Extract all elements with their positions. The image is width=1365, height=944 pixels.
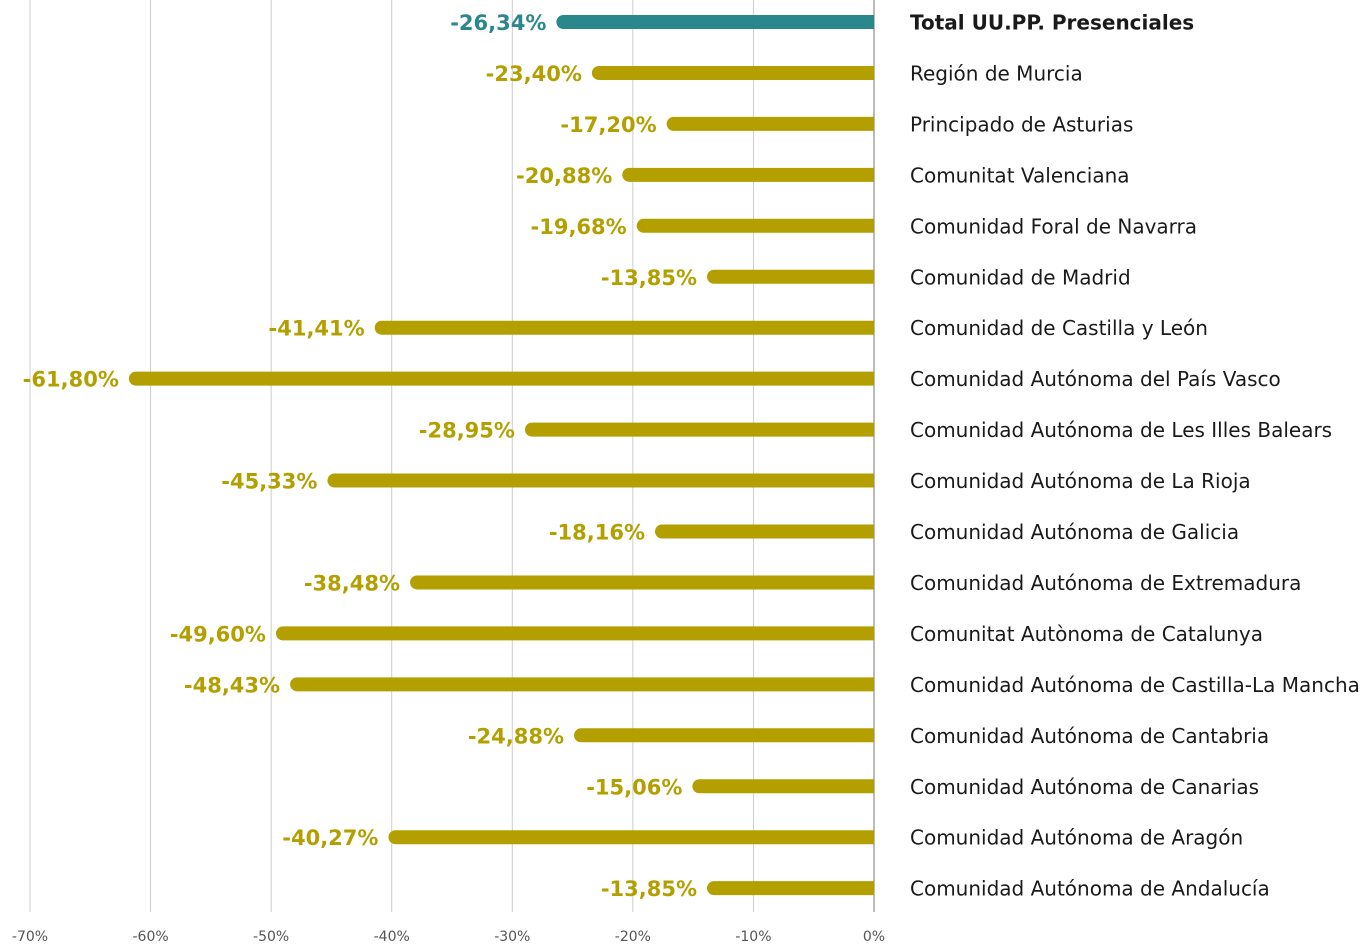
category-label: Comunitat Valenciana (910, 163, 1130, 187)
category-label: Comunidad Foral de Navarra (910, 214, 1197, 238)
category-label: Comunidad Autónoma de La Rioja (910, 469, 1251, 493)
category-label: Principado de Asturias (910, 112, 1133, 136)
value-label: -24,88% (468, 724, 564, 748)
bar (275, 626, 875, 641)
bar (327, 473, 874, 488)
x-tick-label: -50% (253, 929, 289, 944)
value-label: -41,41% (269, 317, 365, 341)
bar (374, 320, 874, 335)
value-label: -19,68% (531, 215, 627, 239)
bar (622, 167, 874, 182)
x-tick-label: -30% (494, 929, 530, 944)
x-tick-label: 0% (863, 929, 885, 944)
bar (666, 116, 874, 131)
category-label: Comunidad Autónoma del País Vasco (910, 367, 1281, 391)
category-label: Comunidad Autónoma de Cantabria (910, 724, 1269, 748)
value-label: -13,85% (601, 266, 697, 290)
value-label: -45,33% (221, 470, 317, 494)
bar (290, 677, 874, 692)
category-label: Comunidad Autónoma de Andalucía (910, 877, 1270, 901)
category-label: Comunitat Autònoma de Catalunya (910, 622, 1263, 646)
bar (556, 15, 874, 30)
value-label: -23,40% (486, 62, 582, 86)
bar (707, 881, 874, 896)
value-label: -18,16% (549, 521, 645, 545)
category-label: Región de Murcia (910, 61, 1083, 85)
value-label: -38,48% (304, 571, 400, 595)
category-label: Comunidad Autónoma de Castilla-La Mancha (910, 673, 1360, 697)
bar (636, 218, 874, 233)
value-label: -26,34% (450, 11, 546, 35)
bar (524, 422, 874, 437)
category-label: Comunidad Autónoma de Les Illes Balears (910, 418, 1332, 442)
value-label: -61,80% (23, 368, 119, 392)
bar (388, 830, 874, 845)
category-label: Comunidad Autónoma de Galicia (910, 520, 1239, 544)
value-label: -13,85% (601, 877, 697, 901)
value-label: -20,88% (516, 164, 612, 188)
bar (707, 269, 874, 284)
bar (410, 575, 874, 590)
x-tick-label: -20% (615, 929, 651, 944)
bar (128, 371, 874, 386)
x-tick-label: -10% (735, 929, 771, 944)
bar (655, 524, 874, 539)
category-label: Comunidad Autónoma de Aragón (910, 826, 1243, 850)
value-label: -40,27% (282, 826, 378, 850)
value-label: -48,43% (184, 673, 280, 697)
value-label: -28,95% (419, 419, 515, 443)
category-label: Total UU.PP. Presenciales (910, 11, 1194, 35)
bar (591, 65, 874, 80)
bar (692, 779, 874, 794)
value-label: -15,06% (586, 775, 682, 799)
x-tick-label: -70% (12, 929, 48, 944)
value-label: -49,60% (170, 622, 266, 646)
value-label: -17,20% (560, 113, 656, 137)
x-tick-label: -40% (374, 929, 410, 944)
x-tick-label: -60% (132, 929, 168, 944)
category-label: Comunidad Autónoma de Canarias (910, 775, 1259, 799)
category-label: Comunidad de Madrid (910, 265, 1131, 289)
category-label: Comunidad Autónoma de Extremadura (910, 571, 1301, 595)
bar (574, 728, 874, 743)
category-label: Comunidad de Castilla y León (910, 316, 1208, 340)
